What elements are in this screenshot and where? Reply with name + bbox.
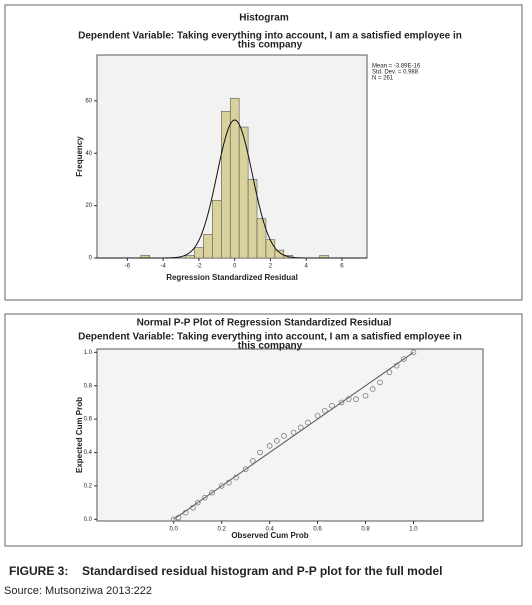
- point: [274, 438, 280, 444]
- point: [369, 386, 376, 392]
- y-tick-label: 0.4: [84, 450, 93, 456]
- x-tick-label: -2: [196, 264, 202, 270]
- y-tick-label: 0.8: [84, 383, 93, 389]
- x-tick-label: 0: [233, 264, 237, 270]
- point: [281, 433, 287, 439]
- bar: [274, 249, 285, 259]
- x-tick-label: 0.0: [170, 527, 179, 533]
- bar: [185, 255, 195, 259]
- y-tick-label: 0: [89, 256, 93, 262]
- y-tick-label: 20: [85, 203, 92, 209]
- bar: [212, 200, 222, 259]
- stats-text: N = 261: [372, 76, 394, 82]
- x-tick-label: -4: [160, 264, 166, 270]
- point: [257, 449, 263, 456]
- x-tick-label: 4: [305, 264, 309, 270]
- figure-caption: Standardised residual histogram and P-P …: [82, 564, 443, 578]
- point: [297, 424, 304, 431]
- x-tick-label: 0.8: [361, 527, 370, 533]
- point: [321, 407, 328, 414]
- point: [353, 396, 359, 402]
- y-axis-label: Frequency: [75, 136, 84, 177]
- y-tick-label: 0.6: [84, 417, 93, 423]
- point: [393, 362, 400, 369]
- bar: [203, 234, 213, 259]
- point: [338, 399, 345, 406]
- x-tick-label: 1.0: [409, 527, 418, 533]
- point: [194, 499, 201, 506]
- bar: [194, 247, 204, 259]
- figure-source: Source: Mutsonziwa 2013:222: [4, 585, 152, 597]
- x-tick-label: 2: [269, 264, 273, 270]
- point: [345, 396, 352, 402]
- bar: [265, 239, 276, 259]
- point: [386, 369, 393, 376]
- point: [329, 402, 335, 409]
- point: [233, 474, 239, 481]
- point: [182, 509, 189, 516]
- point: [314, 412, 321, 419]
- y-axis-label: Expected Cum Prob: [75, 397, 84, 473]
- stats-text: Mean = -3.89E-16: [372, 64, 421, 70]
- point: [362, 392, 369, 399]
- y-tick-label: 60: [85, 98, 92, 104]
- plot-area: [96, 348, 484, 522]
- chart-title: Histogram: [239, 13, 289, 24]
- y-tick-label: 0.0: [84, 517, 93, 523]
- stats-text: Std. Dev. = 0.988: [372, 70, 419, 76]
- bar: [221, 111, 231, 259]
- chart-title: Normal P-P Plot of Regression Standardiz…: [137, 318, 392, 329]
- point: [218, 483, 225, 489]
- chart-frame: [4, 4, 523, 301]
- point: [401, 356, 407, 362]
- point: [250, 458, 256, 464]
- x-axis-label: Observed Cum Prob: [231, 531, 308, 540]
- chart-subtitle: Dependent Variable: Taking everything in…: [78, 332, 462, 343]
- point: [175, 514, 182, 521]
- point: [266, 443, 273, 449]
- x-tick-label: 0.4: [265, 527, 274, 533]
- x-tick-label: 0.6: [313, 527, 322, 533]
- point: [410, 349, 417, 356]
- point: [305, 419, 311, 426]
- point: [209, 489, 215, 496]
- point: [377, 379, 383, 386]
- point: [170, 516, 177, 523]
- point: [290, 429, 297, 436]
- point: [242, 466, 249, 473]
- y-tick-label: 0.2: [84, 484, 93, 490]
- x-tick-label: 6: [340, 264, 344, 270]
- reference-line: [173, 351, 414, 520]
- point: [190, 504, 196, 511]
- point: [226, 479, 232, 486]
- y-tick-label: 40: [85, 151, 92, 157]
- chart-subtitle: this company: [238, 40, 303, 51]
- y-tick-label: 1.0: [84, 350, 93, 356]
- figure-label: FIGURE 3:: [9, 564, 68, 578]
- point: [202, 494, 208, 501]
- normal-curve: [97, 119, 367, 259]
- x-tick-label: -6: [125, 264, 131, 270]
- chart-subtitle: this company: [238, 341, 303, 352]
- bar: [256, 218, 267, 259]
- x-axis-label: Regression Standardized Residual: [166, 273, 298, 282]
- chart-subtitle: Dependent Variable: Taking everything in…: [78, 31, 462, 42]
- x-tick-label: 0.2: [217, 527, 226, 533]
- chart-frame: [4, 313, 523, 547]
